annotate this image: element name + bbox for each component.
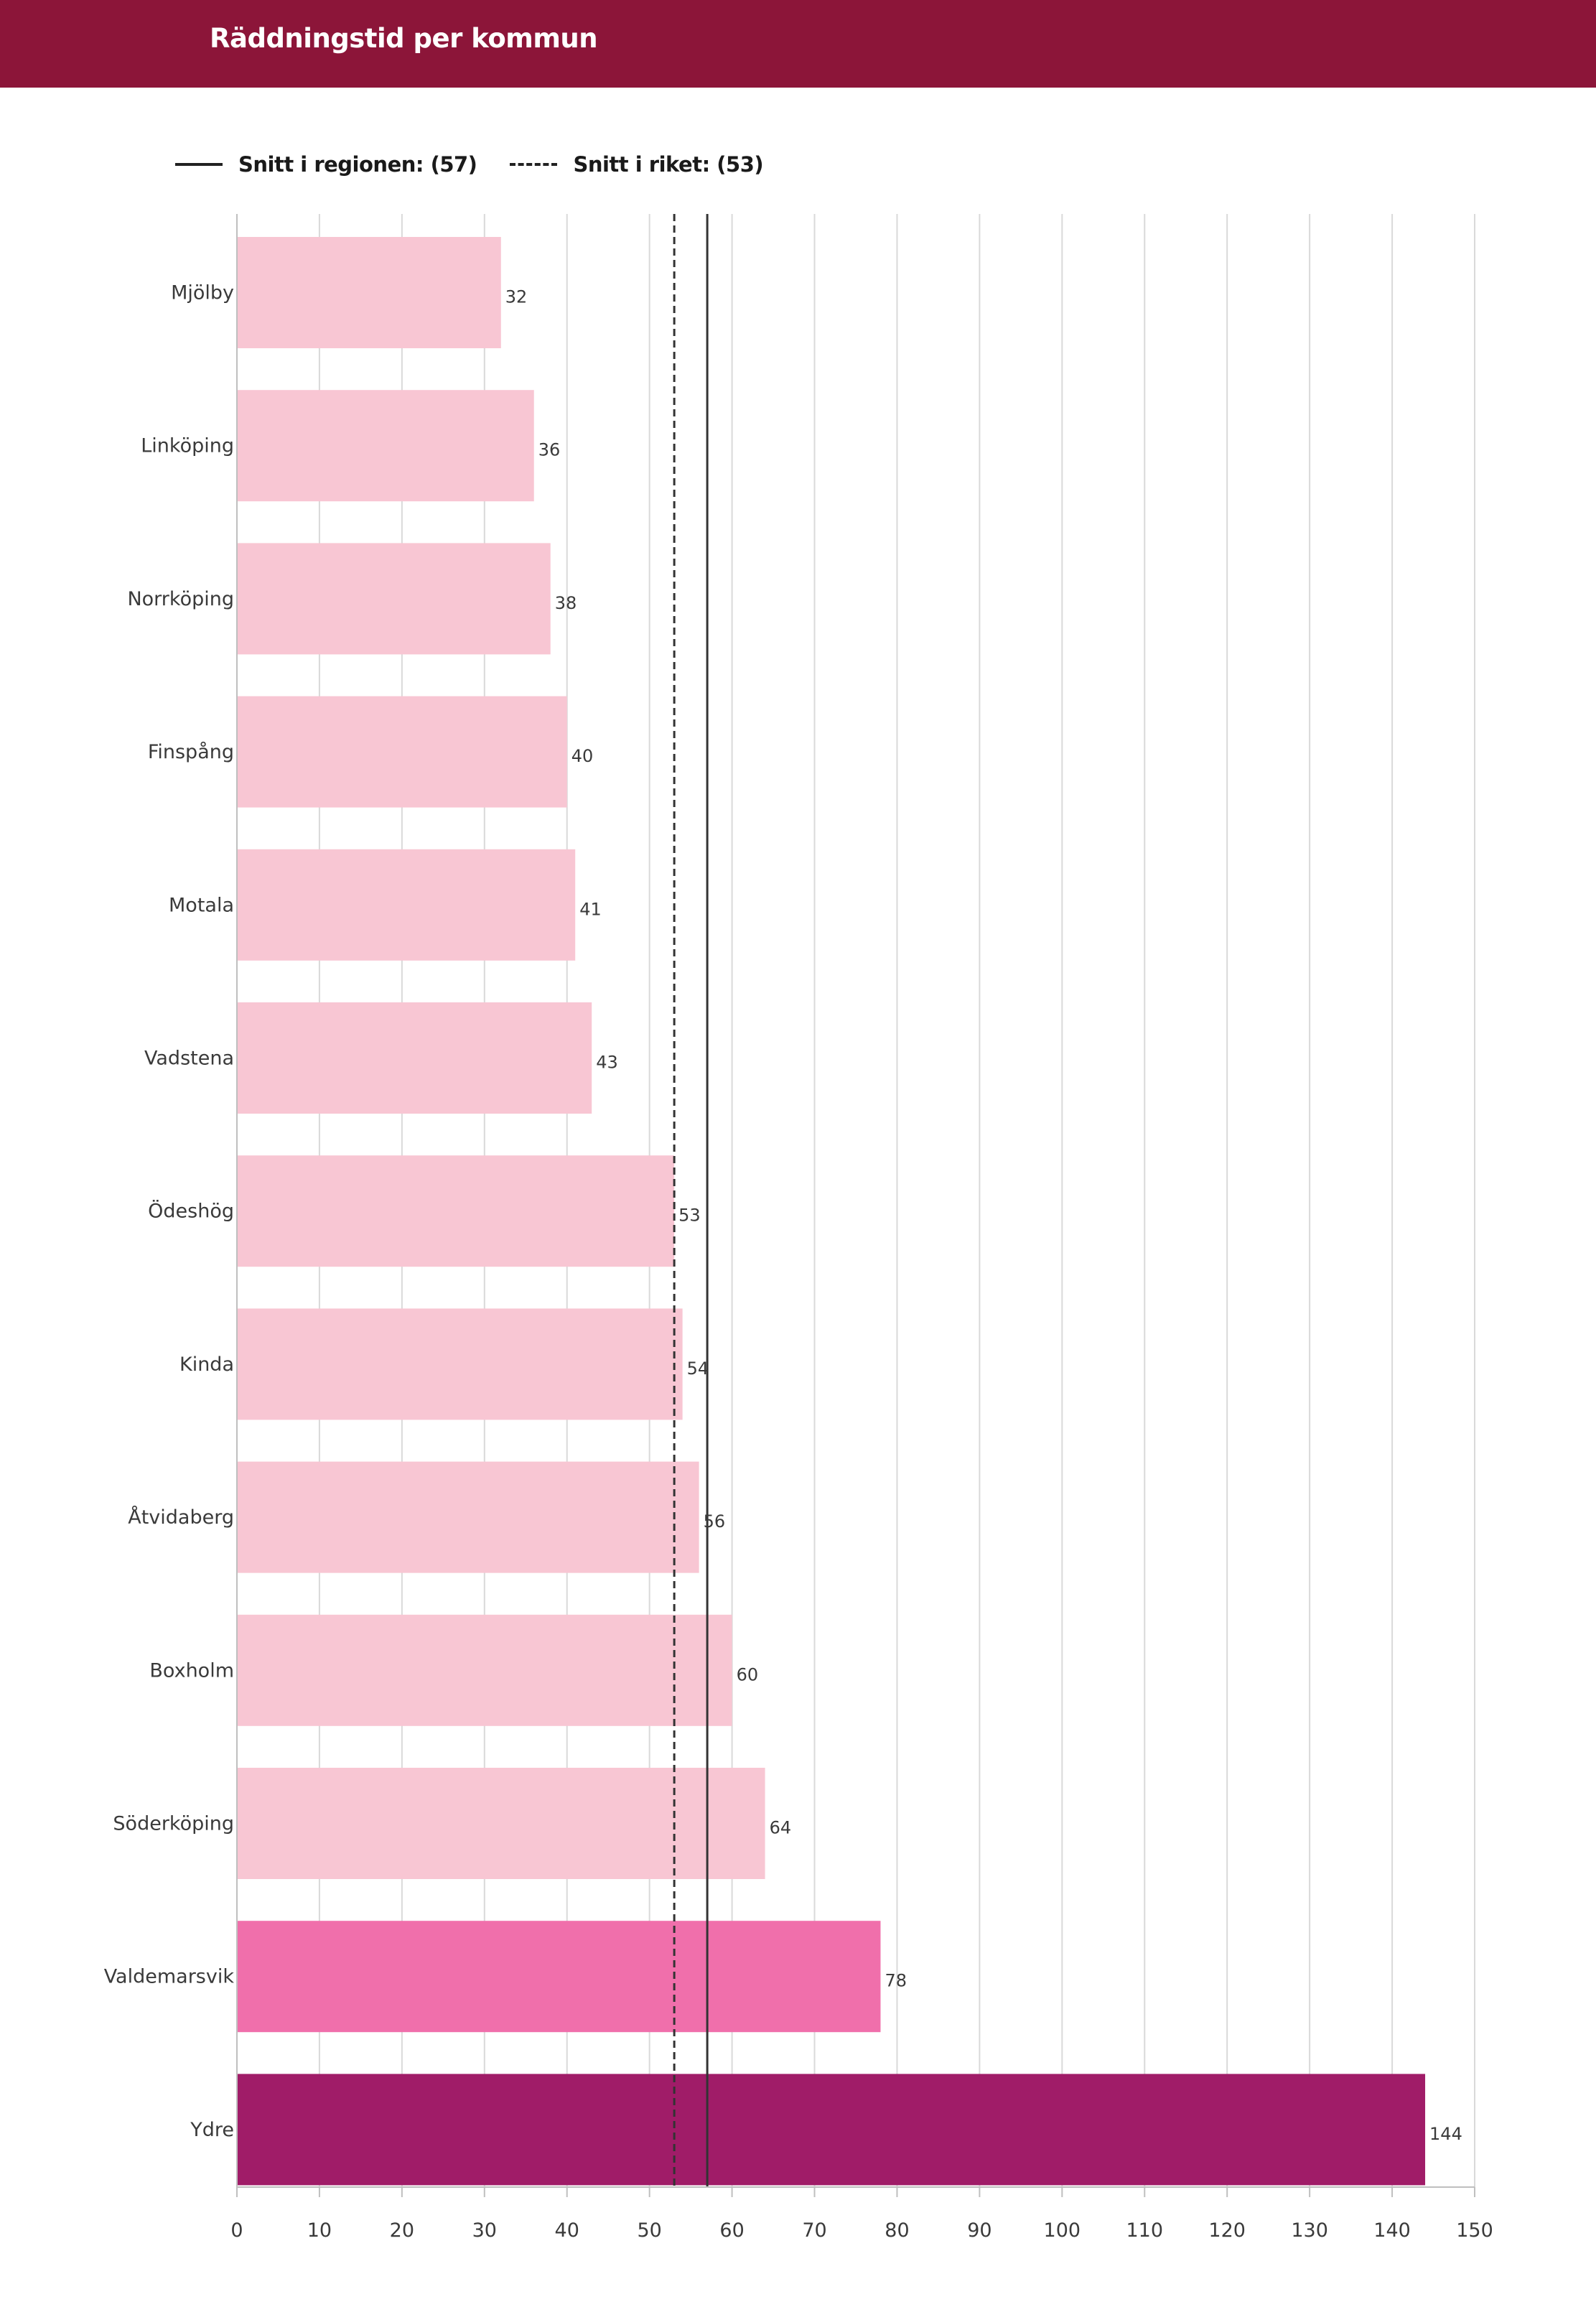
x-tick-label: 120 <box>1208 2219 1246 2242</box>
legend-label-region: Snitt i regionen: (57) <box>238 152 477 177</box>
bar-vadstena <box>237 1002 592 1114</box>
bar-boxholm <box>237 1614 732 1726</box>
category-label: Åtvidaberg <box>128 1506 234 1529</box>
page-title: Räddningstid per kommun <box>210 23 598 54</box>
bar-motala <box>237 849 576 961</box>
category-label: Ödeshög <box>148 1200 234 1223</box>
legend-item-region: Snitt i regionen: (57) <box>175 152 477 177</box>
x-tick-label: 70 <box>802 2219 826 2242</box>
value-label: 144 <box>1429 2124 1462 2144</box>
category-label: Valdemarsvik <box>104 1966 235 1988</box>
bar-kinda <box>237 1308 683 1420</box>
bar-söderköping <box>237 1768 765 1879</box>
value-label: 78 <box>885 1971 907 1991</box>
bar-ödeshög <box>237 1155 675 1267</box>
category-label: Norrköping <box>127 588 234 610</box>
value-label: 40 <box>571 746 594 766</box>
bar-finspång <box>237 696 567 808</box>
bar-åtvidaberg <box>237 1461 699 1573</box>
bar-norrköping <box>237 543 551 655</box>
bar-mjölby <box>237 237 501 348</box>
chart-legend: Snitt i regionen: (57) Snitt i riket: (5… <box>175 148 796 181</box>
header-bar: Räddningstid per kommun <box>0 0 1596 88</box>
x-tick-label: 110 <box>1126 2219 1163 2242</box>
x-tick-label: 60 <box>719 2219 744 2242</box>
x-tick-label: 140 <box>1373 2219 1411 2242</box>
category-label: Finspång <box>148 741 234 763</box>
x-tick-label: 0 <box>230 2219 243 2242</box>
category-label: Mjölby <box>171 282 234 304</box>
x-tick-label: 80 <box>885 2219 909 2242</box>
value-label: 38 <box>555 593 577 613</box>
value-label: 54 <box>687 1358 709 1379</box>
category-label: Ydre <box>190 2119 234 2141</box>
x-tick-label: 30 <box>472 2219 497 2242</box>
bars <box>237 237 1426 2186</box>
bar-valdemarsvik <box>237 1921 881 2033</box>
legend-label-nation: Snitt i riket: (53) <box>573 152 764 177</box>
legend-item-nation: Snitt i riket: (53) <box>510 152 764 177</box>
bar-ydre <box>237 2074 1426 2186</box>
x-tick-label: 90 <box>967 2219 991 2242</box>
category-label: Motala <box>169 894 234 916</box>
labels: Mjölby 32 Linköping 36 Norrköping 38 Finspång 4… <box>104 282 1462 2144</box>
category-label: Kinda <box>179 1353 234 1376</box>
legend-dashed-line-icon <box>510 163 558 166</box>
value-label: 32 <box>505 287 528 307</box>
category-label: Söderköping <box>113 1813 234 1835</box>
x-tick-label: 10 <box>307 2219 332 2242</box>
x-tick-label: 20 <box>390 2219 414 2242</box>
value-label: 41 <box>579 899 602 919</box>
x-tick-label: 130 <box>1291 2219 1328 2242</box>
category-label: Boxholm <box>149 1659 234 1682</box>
x-axis: 0 10 20 30 40 50 60 70 80 90 100 110 120 130 140 150 <box>230 214 1493 2242</box>
reference-lines <box>673 214 709 2187</box>
x-tick-label: 40 <box>555 2219 579 2242</box>
x-tick-label: 100 <box>1044 2219 1081 2242</box>
value-label: 43 <box>596 1053 618 1073</box>
x-tick-label: 50 <box>637 2219 661 2242</box>
value-label: 56 <box>704 1511 726 1532</box>
value-label: 53 <box>678 1206 701 1226</box>
value-label: 64 <box>770 1818 792 1838</box>
bar-linköping <box>237 390 534 502</box>
x-tick-label: 150 <box>1456 2219 1493 2242</box>
category-label: Linköping <box>141 435 234 457</box>
legend-solid-line-icon <box>175 163 223 166</box>
category-label: Vadstena <box>144 1048 234 1070</box>
value-label: 60 <box>737 1664 759 1684</box>
value-label: 36 <box>538 440 561 460</box>
